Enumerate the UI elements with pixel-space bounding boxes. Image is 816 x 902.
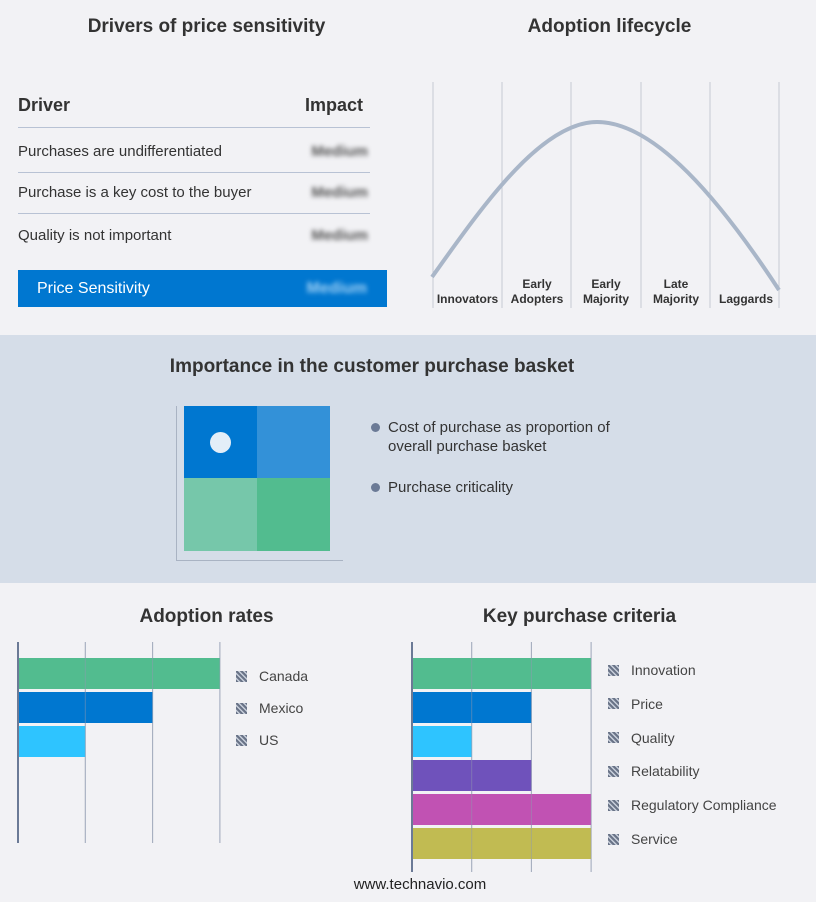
- adoption-curve: [430, 119, 781, 292]
- legend-swatch-icon: [236, 702, 247, 714]
- legend-label: US: [259, 732, 279, 748]
- adoption-rates-title: Adoption rates: [139, 606, 274, 627]
- legend-label: Relatability: [631, 763, 700, 780]
- legend-label: Innovation: [631, 662, 696, 678]
- bullet-text: Cost of purchase as proportion of overal…: [388, 419, 610, 455]
- bar-innovation: [412, 658, 592, 689]
- legend-swatch-icon: [608, 698, 619, 710]
- stage-label: Late Majority: [652, 277, 699, 306]
- basket-title: Importance in the customer purchase bask…: [169, 356, 575, 377]
- summary-impact: Medium: [306, 280, 367, 297]
- position-marker: [210, 432, 231, 453]
- legend-item: Mexico: [236, 700, 303, 716]
- impact-value: Medium: [311, 143, 368, 160]
- matrix-cell: [257, 478, 330, 551]
- stage-label: Innovators: [436, 292, 499, 306]
- lifecycle-chart: [430, 82, 781, 308]
- lifecycle-title: Adoption lifecycle: [527, 16, 692, 37]
- legend-swatch-icon: [236, 670, 247, 682]
- bullet-icon: [371, 483, 380, 492]
- legend-item: Relatability: [608, 763, 699, 779]
- bullet-icon: [371, 423, 380, 432]
- price-sensitivity-summary: Price Sensitivity Medium: [18, 270, 387, 307]
- legend-label: Regulatory Compliance: [631, 797, 777, 814]
- legend-item: US: [236, 732, 278, 748]
- legend-label: Price: [631, 695, 663, 712]
- legend-swatch-icon: [608, 664, 619, 676]
- legend-label: Canada: [259, 668, 309, 684]
- legend-label: Quality: [631, 729, 675, 746]
- legend-item: Canada: [236, 668, 308, 684]
- legend-swatch-icon: [608, 799, 619, 811]
- legend-label: Service: [631, 831, 678, 847]
- kpc-title: Key purchase criteria: [482, 606, 677, 627]
- driver-row: Quality is not important Medium: [18, 214, 370, 257]
- legend-item: Price: [608, 696, 663, 712]
- footer-url: www.technavio.com: [353, 876, 487, 893]
- driver-label: Quality is not important: [18, 227, 172, 244]
- basket-bullet: Cost of purchase as proportion of overal…: [371, 418, 638, 456]
- driver-label: Purchases are undifferentiated: [18, 143, 223, 160]
- driver-label: Purchase is a key cost to the buyer: [18, 184, 252, 201]
- bar-regulatory-compliance: [412, 794, 592, 825]
- impact-header: Impact: [305, 95, 364, 115]
- matrix-cell: [184, 478, 257, 551]
- bar-canada: [18, 658, 220, 689]
- header-divider: [18, 127, 370, 128]
- drivers-title: Drivers of price sensitivity: [87, 16, 326, 37]
- summary-label: Price Sensitivity: [37, 280, 150, 297]
- driver-header: Driver: [18, 95, 71, 115]
- basket-bullet: Purchase criticality: [371, 478, 638, 497]
- stage-label: Early Adopters: [510, 277, 564, 306]
- legend-swatch-icon: [236, 734, 247, 746]
- driver-row: Purchase is a key cost to the buyer Mediu…: [18, 171, 370, 214]
- bullet-text: Purchase criticality: [388, 479, 514, 496]
- legend-item: Regulatory Compliance: [608, 797, 777, 813]
- legend-label: Mexico: [259, 700, 304, 716]
- legend-item: Quality: [608, 730, 675, 746]
- stage-label: Early Majority: [582, 277, 629, 306]
- basket-section: [0, 335, 816, 583]
- driver-row: Purchases are undifferentiated Medium: [18, 130, 370, 173]
- legend-swatch-icon: [608, 833, 619, 845]
- bar-service: [412, 828, 592, 859]
- stage-label: Laggards: [718, 292, 773, 306]
- legend-item: Innovation: [608, 662, 696, 678]
- matrix-cell: [257, 406, 330, 478]
- bar-quality: [412, 726, 472, 757]
- basket-matrix: [176, 406, 343, 561]
- impact-value: Medium: [311, 184, 368, 201]
- impact-value: Medium: [311, 227, 368, 244]
- bar-us: [18, 726, 86, 757]
- legend-item: Service: [608, 831, 678, 847]
- legend-swatch-icon: [608, 732, 619, 744]
- legend-swatch-icon: [608, 765, 619, 777]
